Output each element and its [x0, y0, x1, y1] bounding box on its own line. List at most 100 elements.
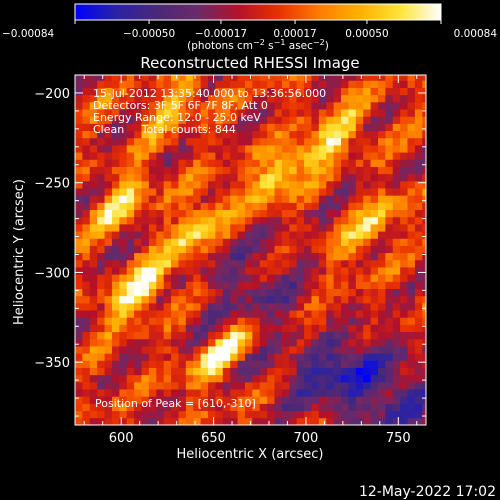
heatmap-cell [311, 145, 320, 153]
heatmap-cell [407, 396, 416, 404]
heatmap-cell [185, 360, 194, 368]
heatmap-cell [178, 152, 187, 160]
heatmap-cell [341, 123, 349, 132]
heatmap-cell [134, 374, 142, 383]
heatmap-cell [311, 87, 320, 96]
heatmap-cell [311, 188, 320, 196]
heatmap-cell [141, 389, 150, 397]
heatmap-cell [148, 159, 157, 167]
heatmap-cell [193, 109, 202, 117]
heatmap-cell [259, 202, 268, 211]
heatmap-cell [215, 281, 224, 289]
heatmap-cell [414, 80, 423, 88]
heatmap-cell [422, 346, 426, 354]
heatmap-cell [296, 101, 305, 110]
heatmap-cell [237, 417, 246, 425]
heatmap-cell [97, 338, 105, 347]
heatmap-cell [392, 223, 401, 232]
heatmap-cell [215, 80, 224, 88]
heatmap-cell [281, 353, 290, 361]
heatmap-cell [348, 338, 357, 347]
heatmap-cell [97, 130, 105, 139]
heatmap-cell [377, 281, 386, 289]
heatmap-cell [75, 202, 83, 211]
heatmap-cell [126, 130, 135, 139]
heatmap-cell [333, 180, 342, 189]
heatmap-cell [82, 310, 91, 318]
heatmap-cell [185, 87, 194, 96]
heatmap-cell [259, 288, 268, 297]
heatmap-cell [407, 310, 416, 318]
heatmap-cell [89, 94, 98, 103]
heatmap-cell [326, 302, 335, 311]
heatmap-cell [289, 223, 298, 232]
heatmap-cell [289, 403, 298, 412]
heatmap-cell [163, 238, 172, 246]
heatmap-cell [208, 302, 216, 311]
heatmap-cell [171, 360, 179, 368]
heatmap-cell [193, 137, 202, 146]
heatmap-cell [222, 267, 231, 275]
heatmap-cell [392, 101, 401, 110]
heatmap-cell [230, 281, 238, 289]
heatmap-cell [215, 403, 224, 412]
heatmap-cell [89, 360, 98, 368]
heatmap-cell [193, 281, 202, 289]
heatmap-cell [97, 310, 105, 318]
heatmap-cell [252, 159, 261, 167]
heatmap-cell [104, 231, 113, 239]
heatmap-cell [215, 75, 224, 81]
heatmap-cell [104, 281, 113, 289]
heatmap-cell [377, 166, 386, 175]
heatmap-cell [119, 94, 128, 103]
footer-timestamp: 12-May-2022 17:02 [359, 484, 496, 500]
heatmap-cell [370, 267, 379, 275]
heatmap-cell [274, 109, 283, 117]
heatmap-cell [392, 75, 401, 81]
heatmap-cell [422, 331, 426, 340]
heatmap-cell [363, 288, 371, 297]
heatmap-cell [400, 389, 408, 397]
heatmap-cell [156, 173, 165, 182]
heatmap-cell [318, 259, 327, 268]
heatmap-cell [215, 145, 224, 153]
heatmap-cell [215, 188, 224, 196]
heatmap-cell [75, 381, 83, 390]
heatmap-cell [370, 310, 379, 318]
heatmap-cell [414, 403, 423, 412]
heatmap-cell [75, 195, 83, 203]
heatmap-cell [363, 252, 371, 261]
heatmap-cell [296, 87, 305, 96]
heatmap-cell [267, 216, 275, 225]
heatmap-cell [422, 137, 426, 146]
heatmap-cell [370, 274, 379, 282]
heatmap-cell [318, 195, 327, 203]
heatmap-cell [75, 166, 83, 175]
heatmap-cell [259, 353, 268, 361]
heatmap-cell [244, 216, 253, 225]
heatmap-cell [171, 295, 179, 304]
heatmap-cell [171, 381, 179, 390]
heatmap-cell [341, 202, 349, 211]
heatmap-cell [237, 353, 246, 361]
heatmap-cell [119, 152, 128, 160]
heatmap-cell [267, 417, 275, 425]
heatmap-cell [267, 360, 275, 368]
heatmap-cell [363, 116, 371, 124]
heatmap-cell [82, 195, 91, 203]
heatmap-cell [333, 188, 342, 196]
heatmap-cell [281, 87, 290, 96]
heatmap-cell [244, 252, 253, 261]
heatmap-cell [400, 145, 408, 153]
heatmap-cell [341, 367, 349, 376]
heatmap-cell [289, 410, 298, 419]
heatmap-cell [333, 159, 342, 167]
heatmap-cell [252, 259, 261, 268]
heatmap-cell [75, 152, 83, 160]
heatmap-cell [296, 180, 305, 189]
heatmap-cell [333, 145, 342, 153]
heatmap-cell [252, 180, 261, 189]
heatmap-cell [185, 245, 194, 254]
heatmap-cell [89, 245, 98, 254]
heatmap-cell [148, 173, 157, 182]
